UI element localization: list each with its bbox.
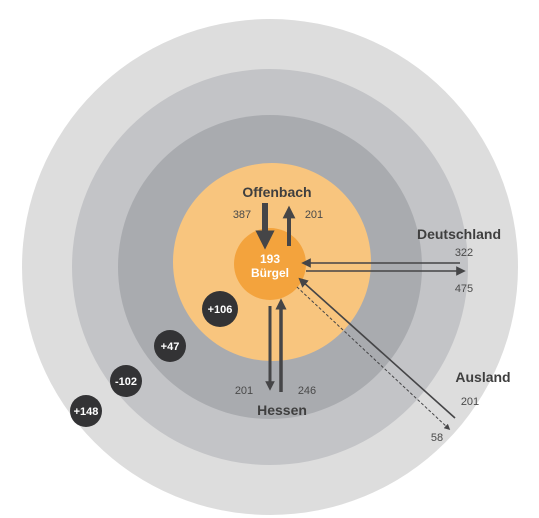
balance-bubble-hessen: +47 <box>154 330 186 362</box>
balance-offenbach: +106 <box>208 304 233 316</box>
arrow-ausland-out <box>296 286 451 431</box>
offenbach-in-value: 387 <box>233 209 251 221</box>
ausland-label: Ausland <box>455 369 510 385</box>
balance-bubble-ausland: +148 <box>70 395 102 427</box>
center-label: Bürgel <box>251 266 289 280</box>
balance-hessen: +47 <box>161 341 180 353</box>
center-value: 193 <box>260 252 280 266</box>
hessen-out-value: 201 <box>235 385 253 397</box>
offenbach-out-value: 201 <box>305 209 323 221</box>
arrow-ausland-in <box>298 277 456 419</box>
hessen-in-value: 246 <box>298 385 316 397</box>
balance-deutschland: -102 <box>115 376 137 388</box>
ausland-out-value: 58 <box>431 432 443 444</box>
balance-bubble-offenbach: +106 <box>202 291 238 327</box>
balance-bubble-deutschland: -102 <box>110 365 142 397</box>
deutschland-out-value: 475 <box>455 283 473 295</box>
balance-ausland: +148 <box>74 406 99 418</box>
offenbach-label: Offenbach <box>242 184 311 200</box>
hessen-label: Hessen <box>257 402 307 418</box>
deutschland-in-value: 322 <box>455 247 473 259</box>
deutschland-label: Deutschland <box>417 226 501 242</box>
ausland-in-value: 201 <box>461 396 479 408</box>
